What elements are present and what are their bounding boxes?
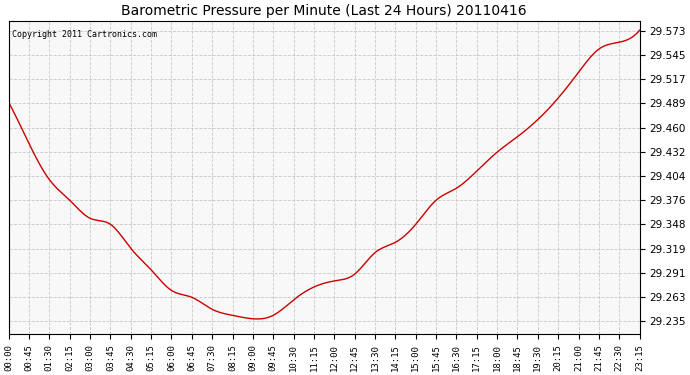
Text: Copyright 2011 Cartronics.com: Copyright 2011 Cartronics.com <box>12 30 157 39</box>
Title: Barometric Pressure per Minute (Last 24 Hours) 20110416: Barometric Pressure per Minute (Last 24 … <box>121 4 527 18</box>
